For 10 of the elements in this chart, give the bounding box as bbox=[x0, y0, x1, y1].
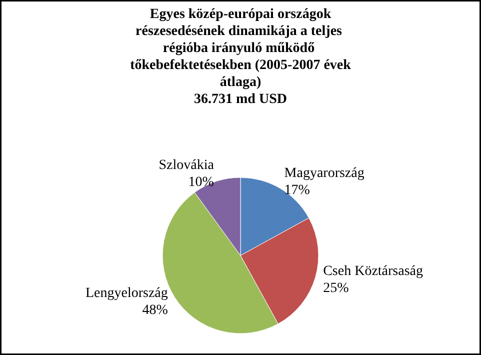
data-label: 10% bbox=[188, 175, 214, 190]
data-label: 17% bbox=[284, 182, 310, 198]
data-label: 25% bbox=[323, 280, 350, 296]
slice-label: Magyarország bbox=[284, 166, 364, 181]
chart-title: Egyes közép-európai országok részesedésének dinamikája a teljes régióba irányuló működő tőkebefektetésekben (2005-2007 évek átlaga) bbox=[130, 7, 352, 90]
slice-label: Lengyelország bbox=[85, 286, 168, 302]
slice-label: Cseh Köztársaság bbox=[323, 264, 424, 279]
data-label: 48% bbox=[142, 303, 168, 318]
chart-subtitle: 36.731 md USD bbox=[194, 92, 287, 107]
slice-label: Szlovákia bbox=[158, 158, 215, 174]
